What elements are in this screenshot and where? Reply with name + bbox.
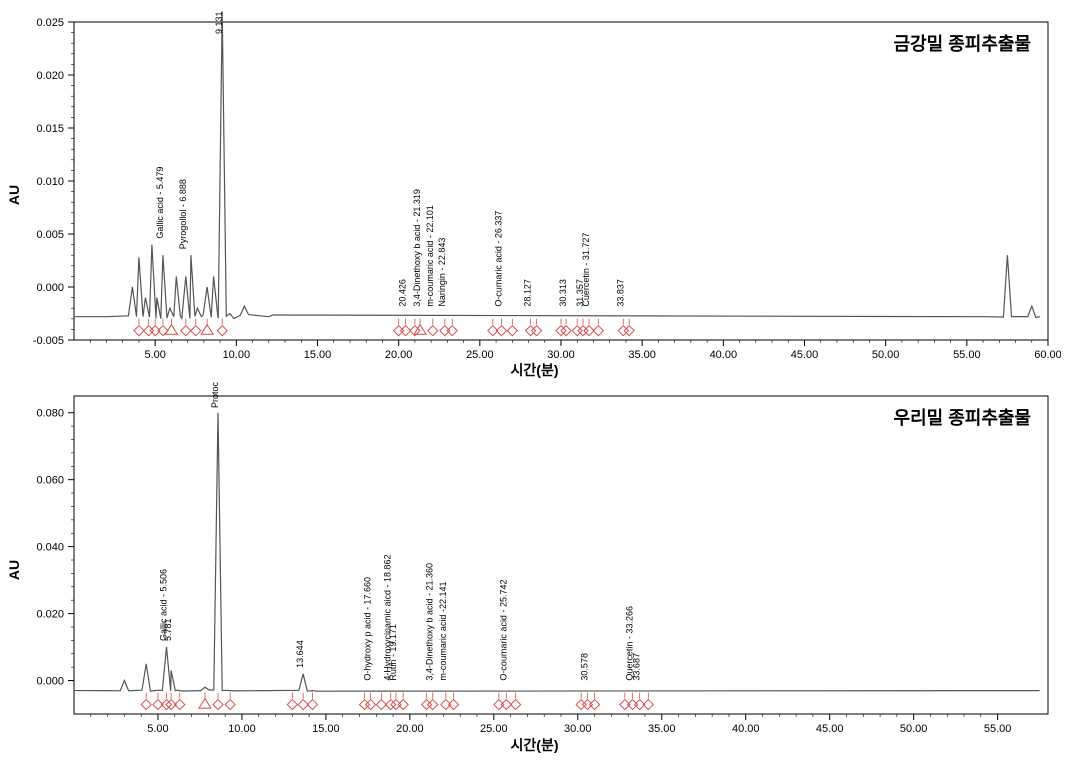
svg-text:30.00: 30.00 [564,723,592,735]
svg-text:25.00: 25.00 [480,723,508,735]
svg-text:Naringin - 22.843: Naringin - 22.843 [437,238,447,307]
svg-text:0.080: 0.080 [36,408,64,420]
svg-text:3,4-Dinethoxy b acid - 21.360: 3,4-Dinethoxy b acid - 21.360 [425,563,435,681]
svg-text:50.00: 50.00 [872,349,900,361]
chromatogram-chart-1: AU 금강밀 종피추출물 -0.005 0.000 0.005 0.010 0.015 0… [8,8,1061,382]
svg-text:5.00: 5.00 [144,349,165,361]
svg-text:O-coumaric acid - 25.742: O-coumaric acid - 25.742 [498,580,508,681]
chart-svg: 0.000 0.020 0.040 0.060 0.080 5.00 10.00 15.00 2… [8,382,1061,757]
svg-text:40.00: 40.00 [710,349,738,361]
svg-text:30.313: 30.313 [558,279,568,307]
svg-text:m-coumaric acid -22.141: m-coumaric acid -22.141 [438,582,448,681]
svg-text:0.000: 0.000 [36,282,64,294]
svg-text:5.781: 5.781 [163,619,173,642]
svg-text:0.005: 0.005 [36,229,64,241]
svg-text:20.00: 20.00 [396,723,424,735]
svg-text:55.00: 55.00 [953,349,981,361]
svg-text:0.020: 0.020 [36,70,64,82]
svg-text:0.025: 0.025 [36,17,64,29]
svg-text:0.020: 0.020 [36,609,64,621]
svg-text:40.00: 40.00 [732,723,760,735]
svg-text:20.426: 20.426 [398,279,408,307]
svg-text:10.00: 10.00 [223,349,251,361]
svg-text:10.00: 10.00 [228,723,256,735]
chart-svg: -0.005 0.000 0.005 0.010 0.015 0.020 0.025 5.00… [8,8,1061,382]
svg-text:15.00: 15.00 [312,723,340,735]
svg-text:Pyrogollol - 6.888: Pyrogollol - 6.888 [178,179,188,249]
svg-text:0.060: 0.060 [36,475,64,487]
svg-text:3,4-Dinethoxy b acid - 21.319: 3,4-Dinethoxy b acid - 21.319 [412,189,422,307]
svg-text:5.00: 5.00 [147,723,168,735]
svg-text:0.040: 0.040 [36,542,64,554]
svg-text:m-coumaric acid - 22.101: m-coumaric acid - 22.101 [425,205,435,307]
svg-text:25.00: 25.00 [466,349,494,361]
y-axis-label: AU [6,559,22,579]
svg-text:Cuercetin - 31.727: Cuercetin - 31.727 [581,233,591,307]
svg-text:33.837: 33.837 [615,279,625,307]
svg-text:28.127: 28.127 [523,279,533,307]
x-axis-label: 시간(분) [511,360,559,380]
svg-text:20.00: 20.00 [385,349,413,361]
y-axis-label: AU [6,185,22,205]
svg-text:13.644: 13.644 [295,640,305,668]
svg-text:55.00: 55.00 [984,723,1012,735]
svg-text:45.00: 45.00 [791,349,819,361]
svg-text:30.578: 30.578 [579,653,589,681]
chromatogram-chart-2: AU 우리밀 종피추출물 0.000 0.020 0.040 0.060 0.080 5.… [8,382,1061,757]
svg-text:60.00: 60.00 [1034,349,1061,361]
svg-text:-0.005: -0.005 [33,335,64,347]
svg-text:Rutin - 19.171: Rutin - 19.171 [388,624,398,681]
svg-text:O-hydroxy p acid - 17.660: O-hydroxy p acid - 17.660 [363,577,373,681]
chart-title: 우리밀 종피추출물 [894,404,1031,430]
svg-text:50.00: 50.00 [900,723,928,735]
svg-text:45.00: 45.00 [816,723,844,735]
svg-text:33.687: 33.687 [632,653,642,681]
svg-text:Protocate chuic acid - 8.576: Protocate chuic acid - 8.576 [210,382,220,408]
svg-text:35.00: 35.00 [628,349,656,361]
svg-text:O-cumaric acid - 26.337: O-cumaric acid - 26.337 [494,211,504,307]
svg-text:35.00: 35.00 [648,723,676,735]
svg-text:15.00: 15.00 [304,349,332,361]
svg-text:Gallic acid - 5.479: Gallic acid - 5.479 [155,167,165,239]
svg-text:9.131: 9.131 [214,11,224,34]
svg-text:0.010: 0.010 [36,176,64,188]
x-axis-label: 시간(분) [511,735,559,755]
chart-title: 금강밀 종피추출물 [894,30,1031,56]
svg-text:0.000: 0.000 [36,676,64,688]
svg-text:0.015: 0.015 [36,123,64,135]
